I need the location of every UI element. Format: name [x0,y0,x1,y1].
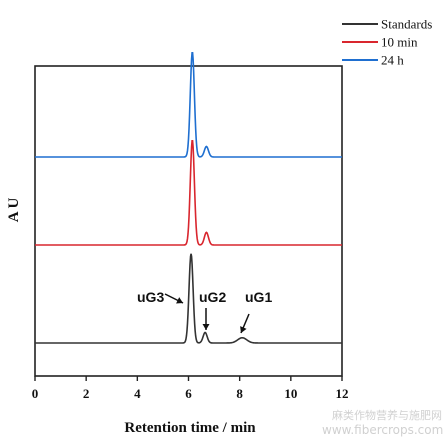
x-tick-label: 10 [284,386,297,401]
legend-label: Standards [381,17,432,32]
x-tick-label: 2 [83,386,90,401]
legend-label: 10 min [381,35,418,50]
x-axis-title: Retention time / min [124,420,256,436]
x-axis-ticks: 0 2 4 6 8 10 12 [32,376,349,401]
x-tick-label: 12 [336,386,349,401]
series-line-2 [35,140,342,246]
series-line-1 [35,253,342,344]
annotation-label: uG2 [199,289,226,305]
y-axis-title: A U [6,198,22,223]
watermark-line2: www.fibercrops.com [322,423,444,437]
legend: Standards 10 min 24 h [342,17,432,68]
series-line-3 [35,52,342,158]
watermark: 麻类作物营养与施肥网 www.fibercrops.com [322,409,444,437]
x-tick-label: 8 [236,386,243,401]
legend-label: 24 h [381,53,404,68]
annotation-arrowhead [176,297,183,304]
x-tick-label: 0 [32,386,39,401]
annotation-arrowhead [202,324,210,330]
annotation-label: uG1 [245,289,272,305]
traces [35,52,342,344]
watermark-line1: 麻类作物营养与施肥网 [332,409,442,422]
x-tick-label: 4 [134,386,141,401]
x-tick-label: 6 [185,386,192,401]
annotation-arrowhead [240,326,247,333]
annotation-label: uG3 [137,289,164,305]
peak-annotations: uG3 uG2 uG1 [137,289,272,334]
